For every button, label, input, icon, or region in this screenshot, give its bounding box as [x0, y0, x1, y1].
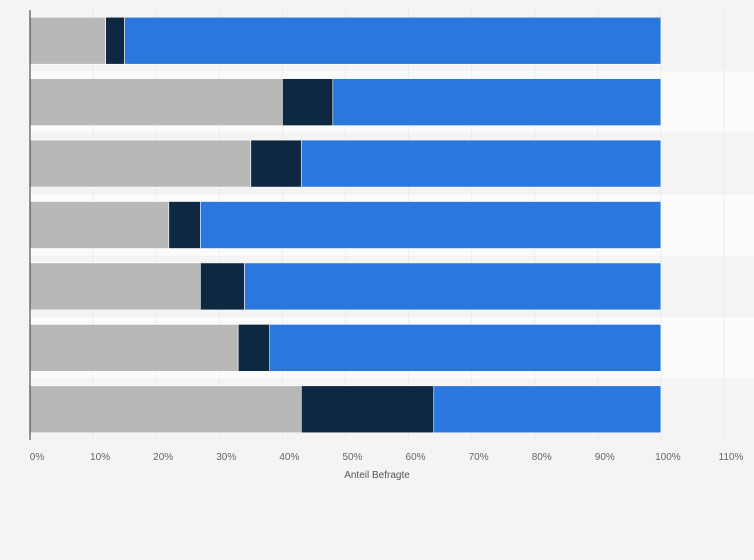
- x-tick-label: 0%: [30, 452, 45, 463]
- bar-segment-series-1[interactable]: [29, 78, 283, 126]
- x-tick-label: 20%: [153, 452, 173, 463]
- bar-segment-series-1[interactable]: [29, 16, 107, 65]
- bar-segment-series-2[interactable]: [105, 16, 125, 65]
- x-tick-label: 70%: [469, 452, 489, 463]
- bar-segment-series-1[interactable]: [29, 324, 239, 372]
- bar-segment-series-2[interactable]: [250, 139, 302, 188]
- bars: [29, 16, 662, 434]
- x-tick-label: 80%: [532, 452, 552, 463]
- x-tick-label: 60%: [406, 452, 426, 463]
- x-tick-label: 100%: [655, 452, 681, 463]
- bar-segment-series-3[interactable]: [269, 324, 662, 372]
- bar-segment-series-1[interactable]: [29, 139, 252, 188]
- bar-segment-series-2[interactable]: [300, 385, 435, 434]
- bar-segment-series-2[interactable]: [168, 201, 201, 249]
- bar-segment-series-3[interactable]: [433, 385, 662, 434]
- bar-segment-series-1[interactable]: [29, 385, 302, 434]
- bar-segment-series-3[interactable]: [200, 201, 662, 249]
- bar-segment-series-3[interactable]: [300, 139, 662, 188]
- bar-segment-series-1[interactable]: [29, 262, 201, 311]
- bar-segment-series-3[interactable]: [124, 16, 662, 65]
- x-tick-label: 10%: [90, 452, 110, 463]
- bar-segment-series-2[interactable]: [200, 262, 245, 311]
- bar-segment-series-3[interactable]: [244, 262, 662, 311]
- bar-segment-series-1[interactable]: [29, 201, 170, 249]
- bar-segment-series-3[interactable]: [332, 78, 662, 126]
- bar-segment-series-2[interactable]: [237, 324, 271, 372]
- x-tick-label: 50%: [342, 452, 362, 463]
- x-tick-label: 90%: [595, 452, 615, 463]
- x-axis-ticks: 0% 10% 20% 30% 40% 50% 60% 70% 80% 90% 100% 110%: [30, 452, 744, 463]
- x-tick-label: 30%: [216, 452, 236, 463]
- bar-segment-series-2[interactable]: [282, 78, 334, 126]
- x-tick-label: 110%: [719, 452, 744, 463]
- x-axis-title: Anteil Befragte: [344, 470, 410, 481]
- x-tick-label: 40%: [279, 452, 299, 463]
